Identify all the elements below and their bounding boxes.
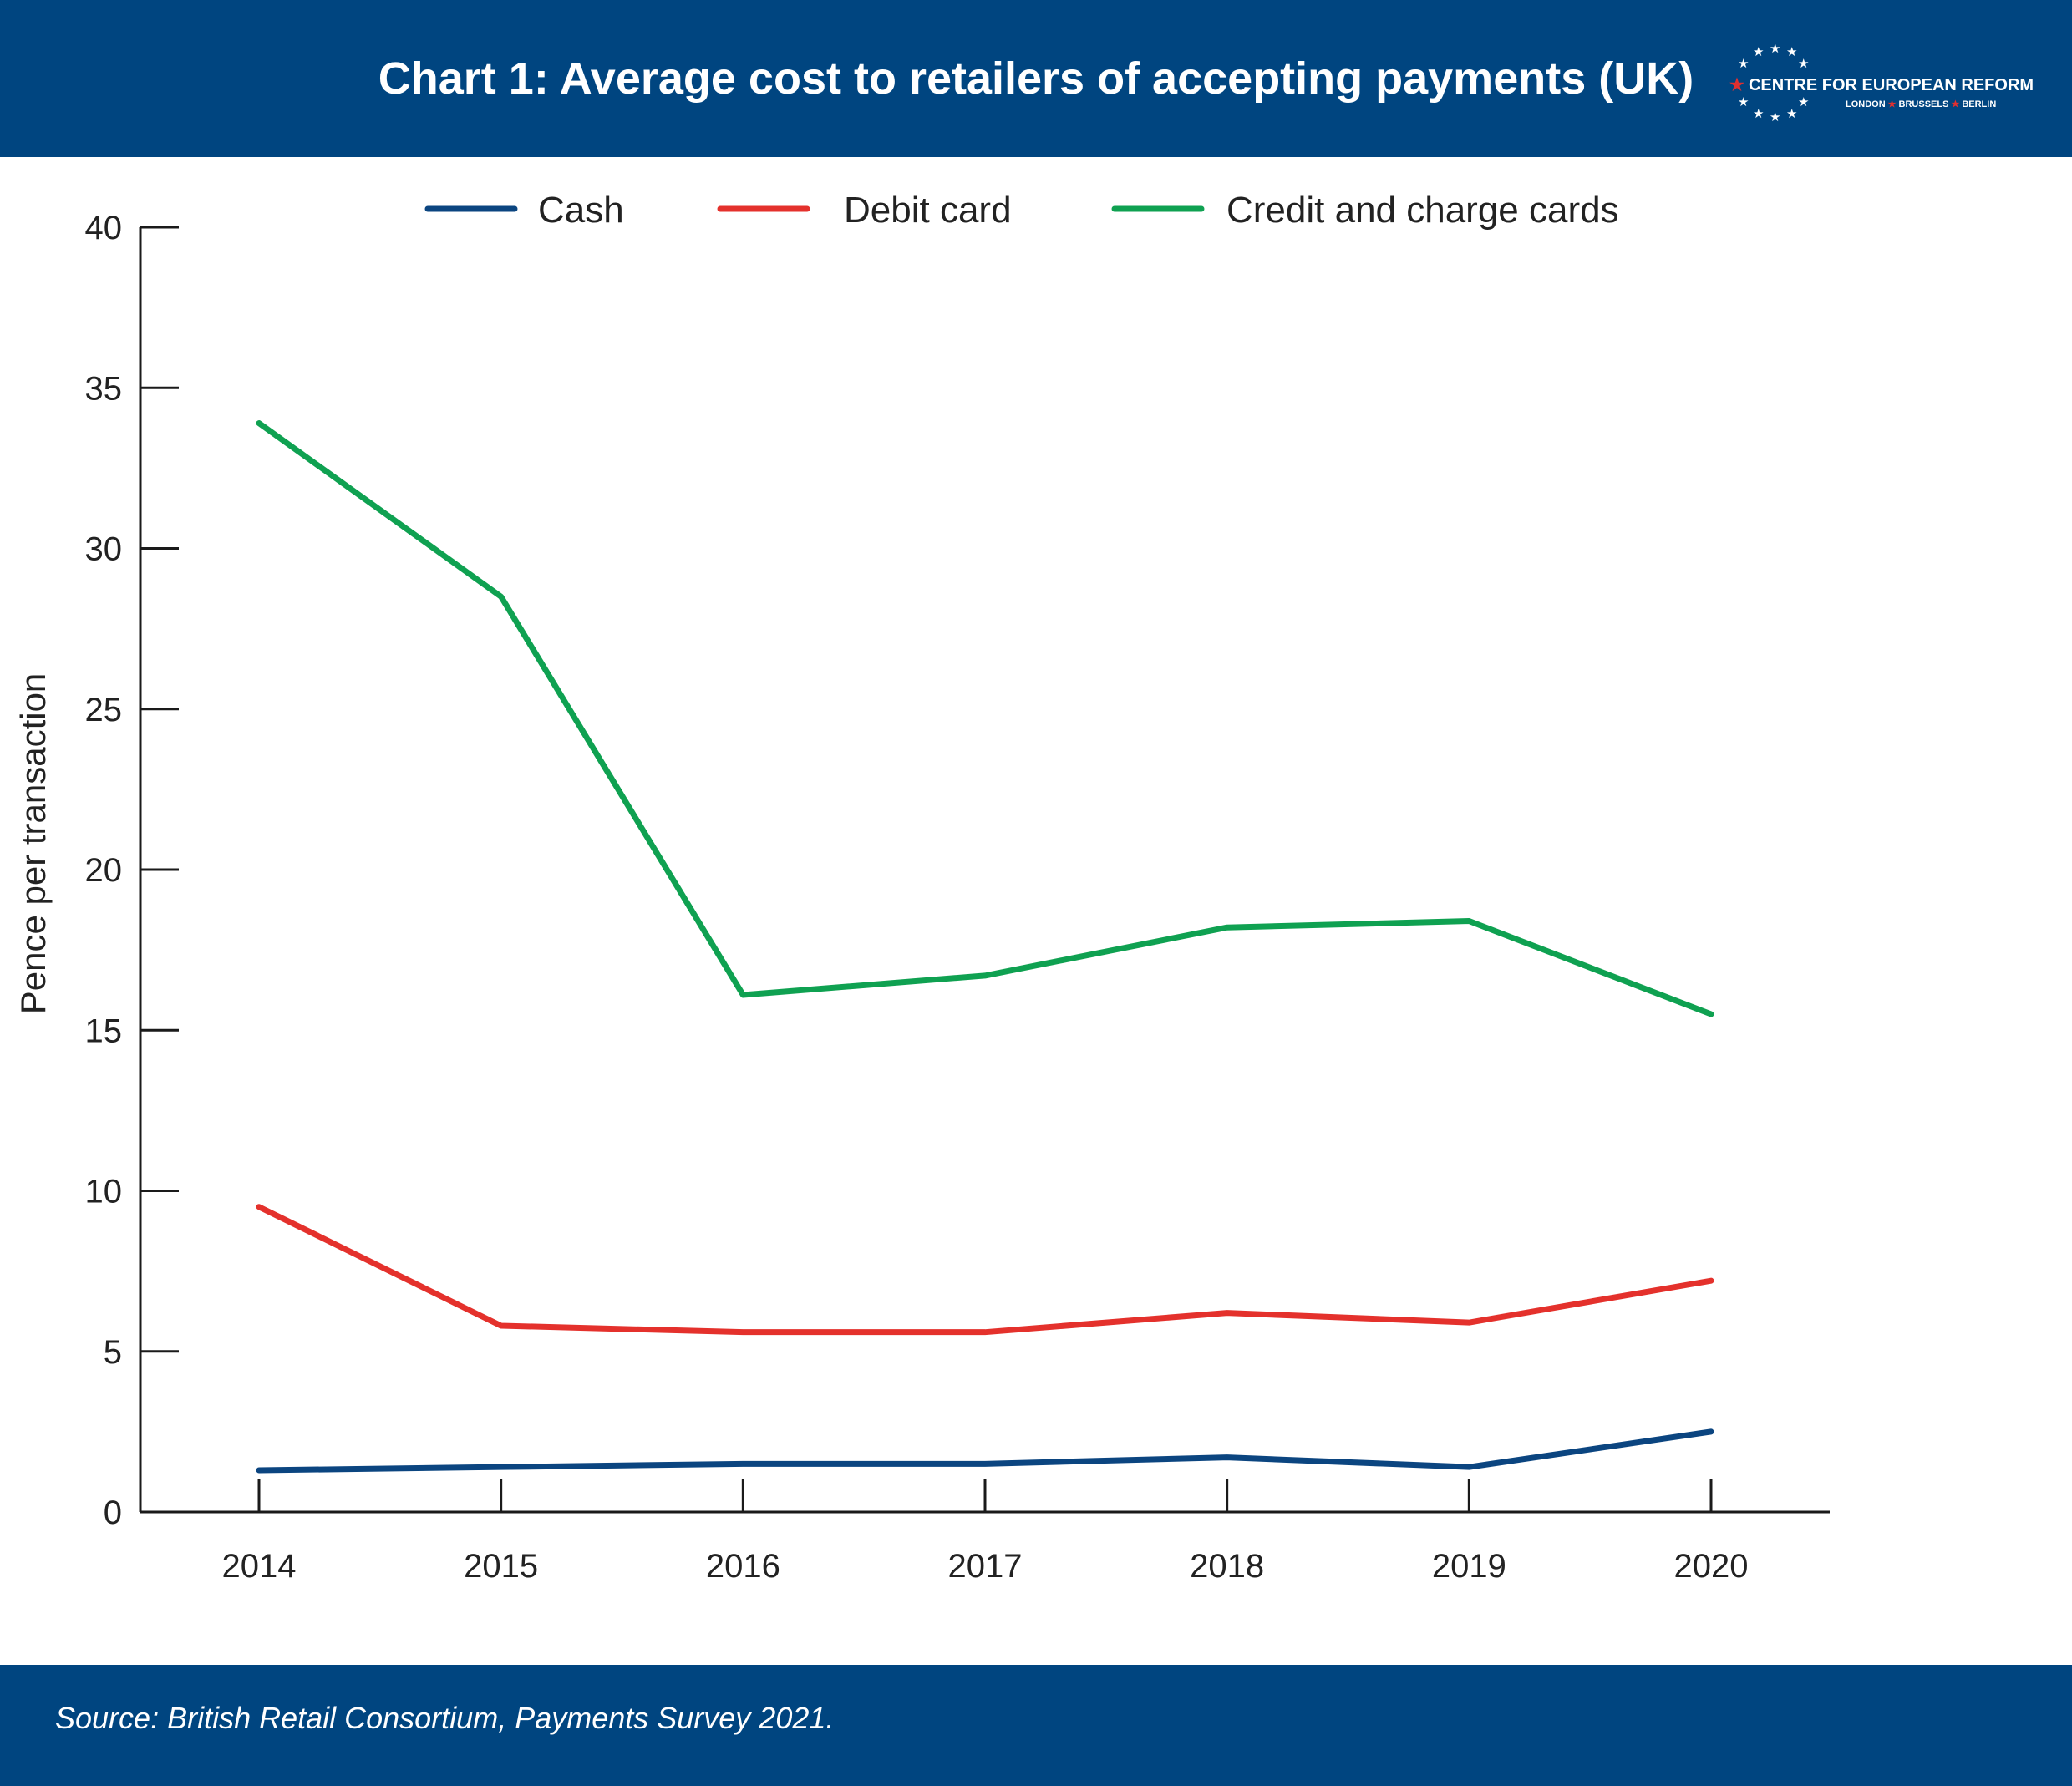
legend-label: Credit and charge cards (1226, 190, 1619, 231)
star-icon: ★ (1753, 106, 1765, 121)
logo-city: BRUSSELS (1898, 99, 1949, 109)
red-star-icon: ★ (1887, 99, 1897, 109)
y-tick-label: 10 (85, 1174, 123, 1210)
star-icon: ★ (1798, 94, 1810, 109)
x-tick-label: 2019 (1432, 1548, 1506, 1585)
y-tick-label: 30 (85, 531, 123, 568)
star-icon: ★ (1770, 109, 1781, 124)
star-icon: ★ (1770, 41, 1781, 56)
x-axis: 2014 2015 2016 2017 2018 2019 2020 (140, 1479, 1830, 1585)
y-tick-label: 25 (85, 692, 123, 728)
series-line-debit-card (256, 1204, 1714, 1336)
source-note: Source: British Retail Consortium, Payme… (55, 1701, 835, 1735)
logo-city: LONDON (1846, 99, 1886, 109)
y-tick-label: 40 (85, 210, 123, 246)
red-star-icon: ★ (1729, 76, 1744, 94)
x-tick-label: 2020 (1674, 1548, 1749, 1585)
header-bar (0, 0, 2072, 157)
x-tick-label: 2015 (464, 1548, 538, 1585)
star-icon: ★ (1786, 106, 1798, 121)
star-icon: ★ (1786, 44, 1798, 59)
y-tick-label: 20 (85, 852, 123, 889)
logo-cities: LONDON ★ BRUSSELS ★ BERLIN (1846, 99, 1996, 109)
y-tick-label: 5 (104, 1334, 122, 1371)
y-tick-label: 35 (85, 370, 123, 407)
x-tick-label: 2017 (948, 1548, 1023, 1585)
series-line-credit-and-charge-cards (256, 420, 1714, 1017)
x-tick-label: 2014 (222, 1548, 297, 1585)
y-tick-label: 0 (104, 1494, 122, 1531)
series-line-cash (256, 1428, 1714, 1474)
cer-logo: ★ ★ ★ ★ ★ ★ ★ ★ ★ ★ ★ CENTRE FOR EUROPEAN… (1729, 41, 2034, 129)
star-icon: ★ (1753, 44, 1765, 59)
x-tick-label: 2018 (1190, 1548, 1264, 1585)
star-icon: ★ (1738, 94, 1750, 109)
red-star-icon: ★ (1951, 99, 1960, 109)
logo-name-text: CENTRE FOR EUROPEAN REFORM (1748, 76, 2034, 94)
footer-bar (0, 1665, 2072, 1786)
legend: Cash Debit card Credit and charge cards (424, 190, 1619, 231)
logo-name: ★ CENTRE FOR EUROPEAN REFORM (1729, 74, 2034, 95)
y-axis-title: Pence per transaction (13, 673, 53, 1015)
series-lines (256, 420, 1714, 1474)
chart-title: Chart 1: Average cost to retailers of ac… (378, 53, 1694, 104)
x-tick-label: 2016 (706, 1548, 780, 1585)
legend-label: Debit card (844, 190, 1012, 231)
star-icon: ★ (1798, 56, 1810, 71)
y-axis: 0 5 10 15 20 25 30 35 40 (85, 210, 179, 1531)
logo-city: BERLIN (1962, 99, 1997, 109)
y-tick-label: 15 (85, 1012, 123, 1049)
star-icon: ★ (1738, 56, 1750, 71)
legend-label: Cash (538, 190, 624, 231)
